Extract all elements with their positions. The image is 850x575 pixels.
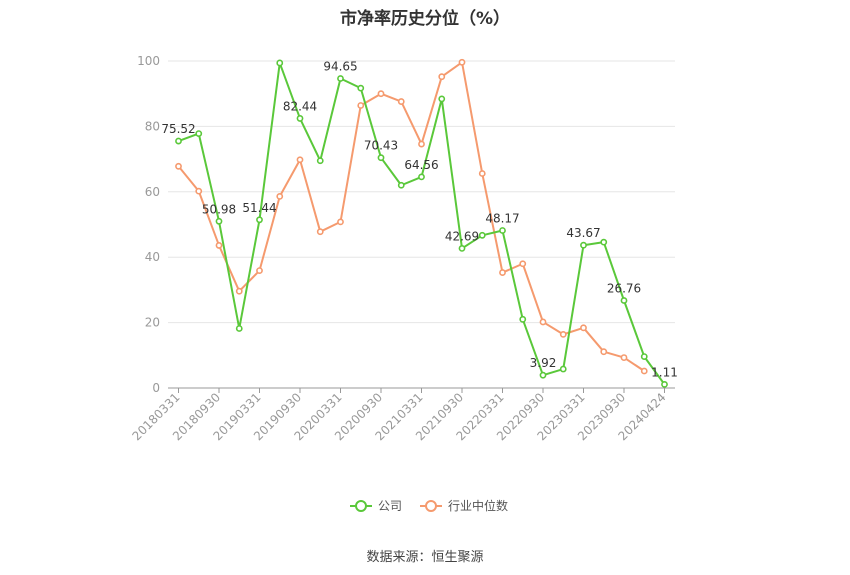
data-label: 75.52	[161, 122, 195, 136]
data-labels: 75.52 50.98 51.44 82.44 94.65 70.43 64.56 42.69…	[161, 59, 678, 379]
data-point	[539, 318, 547, 326]
data-point	[397, 181, 405, 189]
data-point	[235, 287, 243, 295]
data-point	[175, 162, 182, 170]
data-point	[357, 84, 365, 92]
data-point	[438, 95, 446, 103]
data-point	[296, 115, 304, 122]
y-tick-label: 40	[145, 250, 160, 264]
legend-label: 行业中位数	[448, 498, 508, 513]
legend[interactable]: 公司 行业中位数	[350, 498, 508, 513]
data-point	[195, 187, 203, 195]
data-point	[458, 245, 466, 252]
legend-label: 公司	[378, 499, 402, 513]
data-point	[215, 217, 223, 225]
y-tick-label: 0	[152, 381, 160, 395]
data-point	[458, 58, 466, 66]
y-tick-label: 20	[145, 316, 160, 330]
data-point	[499, 269, 506, 276]
legend-swatch-marker	[355, 500, 367, 512]
data-point	[195, 130, 203, 137]
axes: 0204060801002018033120180930201903312019…	[130, 54, 675, 443]
data-point	[640, 353, 648, 361]
data-point	[337, 75, 344, 82]
data-point	[377, 154, 385, 162]
data-point	[276, 59, 284, 67]
data-point	[519, 260, 527, 268]
data-point	[620, 354, 628, 361]
data-point	[235, 325, 243, 332]
data-label: 64.56	[404, 158, 438, 172]
gridlines	[168, 60, 675, 324]
data-label: 51.44	[242, 201, 276, 215]
data-point	[337, 218, 344, 226]
data-point	[256, 267, 263, 275]
data-label: 3.92	[530, 356, 557, 370]
data-label: 48.17	[485, 211, 519, 225]
data-point	[499, 227, 506, 234]
legend-item-0[interactable]: 公司	[350, 499, 402, 513]
data-label: 43.67	[566, 226, 600, 240]
data-point	[580, 241, 587, 249]
series-lines	[175, 58, 668, 388]
data-point	[600, 348, 608, 356]
data-point	[539, 371, 547, 379]
data-point	[357, 102, 365, 109]
data-point	[276, 192, 284, 200]
data-point	[620, 297, 628, 304]
data-label: 70.43	[364, 139, 398, 153]
data-point	[377, 90, 385, 98]
data-point	[256, 216, 263, 224]
data-label: 94.65	[323, 59, 357, 73]
data-point	[175, 137, 182, 145]
legend-swatch-marker	[425, 500, 437, 512]
legend-item-1[interactable]: 行业中位数	[420, 498, 508, 513]
data-point	[640, 367, 648, 375]
data-label: 26.76	[607, 281, 641, 295]
y-tick-label: 100	[137, 54, 160, 68]
data-point	[661, 380, 668, 388]
series-line-1	[177, 61, 645, 372]
data-point	[418, 173, 425, 181]
y-tick-label: 80	[145, 119, 160, 133]
data-point	[296, 156, 304, 164]
chart-title: 市净率历史分位（%）	[339, 9, 511, 29]
data-point	[519, 315, 527, 323]
data-point	[580, 324, 587, 332]
data-label: 82.44	[283, 99, 317, 113]
data-point	[559, 365, 567, 373]
data-label: 1.11	[651, 365, 678, 379]
data-point	[438, 73, 446, 81]
data-label: 50.98	[202, 202, 236, 216]
data-label: 42.69	[445, 229, 479, 243]
data-point	[600, 238, 608, 246]
data-point	[316, 157, 324, 165]
source-note: 数据来源：恒生聚源	[366, 550, 484, 565]
y-tick-label: 60	[145, 185, 160, 199]
data-point	[478, 170, 486, 177]
data-point	[316, 228, 324, 236]
data-point	[559, 330, 567, 338]
data-point	[397, 98, 405, 105]
data-point	[418, 140, 425, 148]
data-point	[215, 242, 223, 249]
data-point	[478, 231, 486, 239]
